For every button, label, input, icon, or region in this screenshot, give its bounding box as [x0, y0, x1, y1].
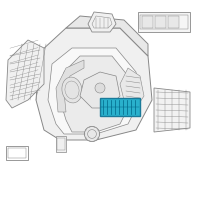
- Bar: [6, 146, 28, 160]
- Bar: [140, 15, 188, 29]
- Bar: [8, 148, 26, 158]
- Polygon shape: [88, 12, 116, 32]
- Polygon shape: [36, 28, 152, 140]
- Polygon shape: [60, 56, 130, 132]
- Polygon shape: [80, 72, 120, 108]
- Polygon shape: [56, 60, 84, 112]
- Bar: [57, 138, 65, 150]
- Polygon shape: [6, 40, 44, 108]
- Bar: [168, 16, 179, 28]
- Circle shape: [84, 126, 100, 142]
- Ellipse shape: [62, 77, 82, 103]
- Polygon shape: [66, 16, 148, 56]
- Polygon shape: [48, 48, 140, 134]
- Circle shape: [95, 83, 105, 93]
- Bar: [56, 136, 66, 152]
- Polygon shape: [120, 68, 144, 108]
- Bar: [155, 16, 166, 28]
- Polygon shape: [154, 88, 190, 132]
- Bar: [100, 98, 140, 116]
- Bar: [142, 16, 153, 28]
- Bar: [138, 12, 190, 32]
